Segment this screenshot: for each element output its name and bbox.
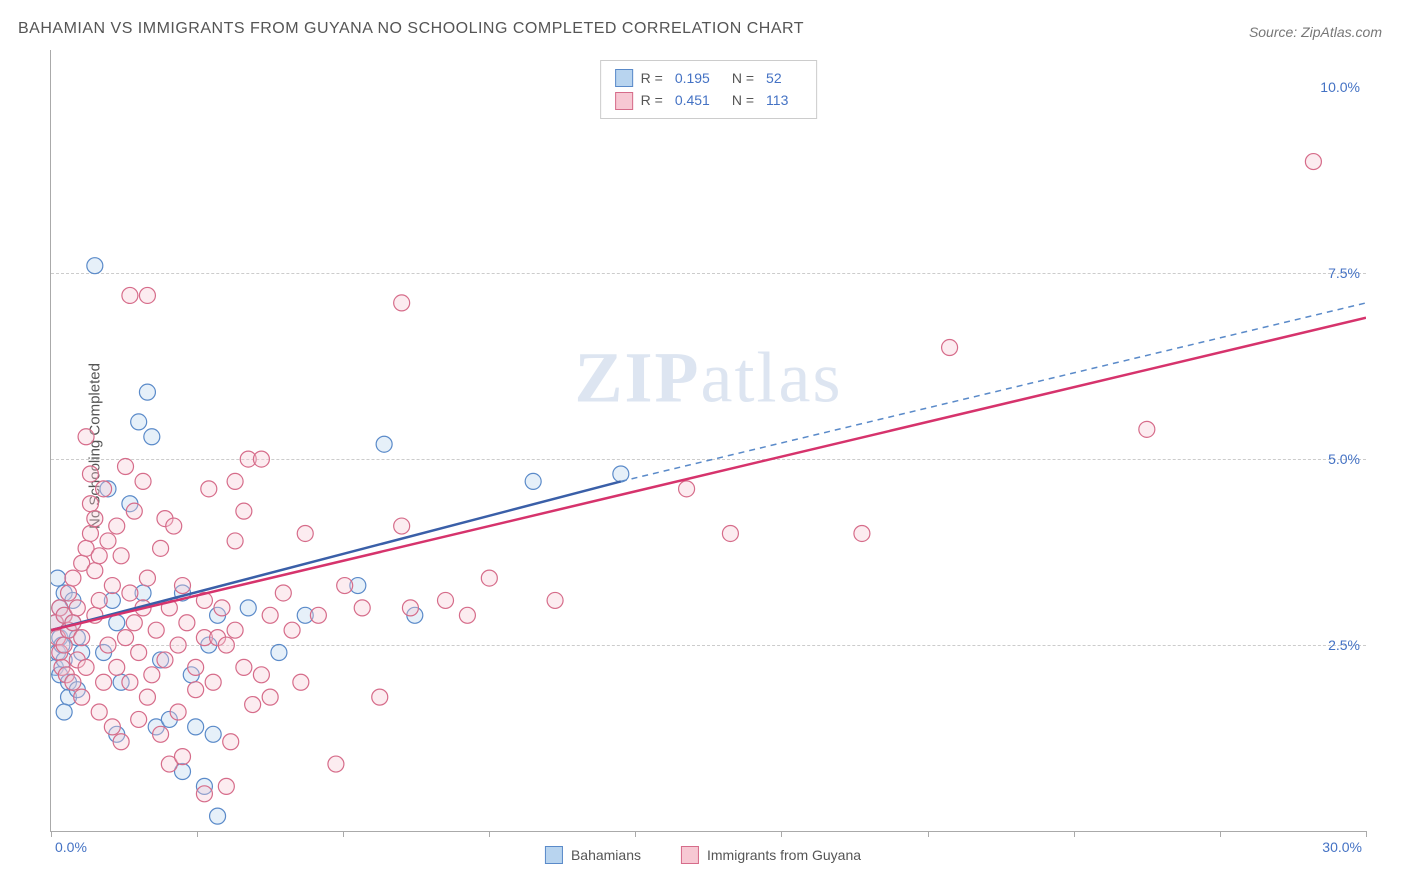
scatter-plot — [51, 50, 1366, 831]
chart-title: BAHAMIAN VS IMMIGRANTS FROM GUYANA NO SC… — [18, 20, 804, 38]
n-value: 52 — [766, 67, 782, 89]
legend-item-bahamians: Bahamians — [545, 846, 641, 864]
x-tick-label: 0.0% — [55, 839, 87, 855]
x-tick-label: 30.0% — [1322, 839, 1362, 855]
r-value: 0.195 — [675, 67, 710, 89]
legend-swatch-icon — [545, 846, 563, 864]
legend-item-guyana: Immigrants from Guyana — [681, 846, 861, 864]
n-value: 113 — [766, 89, 788, 111]
legend-row-series-1: R = 0.195 N = 52 — [615, 67, 803, 89]
source-label: Source: ZipAtlas.com — [1249, 24, 1382, 40]
legend-swatch-icon — [615, 92, 633, 110]
chart-area: R = 0.195 N = 52 R = 0.451 N = 113 ZIPat… — [50, 50, 1366, 832]
legend-row-series-2: R = 0.451 N = 113 — [615, 89, 803, 111]
correlation-legend: R = 0.195 N = 52 R = 0.451 N = 113 — [600, 60, 818, 119]
n-label: N = — [732, 67, 754, 89]
r-value: 0.451 — [675, 89, 710, 111]
r-label: R = — [641, 89, 663, 111]
legend-label: Immigrants from Guyana — [707, 847, 861, 863]
series-legend: Bahamians Immigrants from Guyana — [545, 846, 861, 864]
legend-label: Bahamians — [571, 847, 641, 863]
r-label: R = — [641, 67, 663, 89]
n-label: N = — [732, 89, 754, 111]
legend-swatch-icon — [615, 69, 633, 87]
legend-swatch-icon — [681, 846, 699, 864]
